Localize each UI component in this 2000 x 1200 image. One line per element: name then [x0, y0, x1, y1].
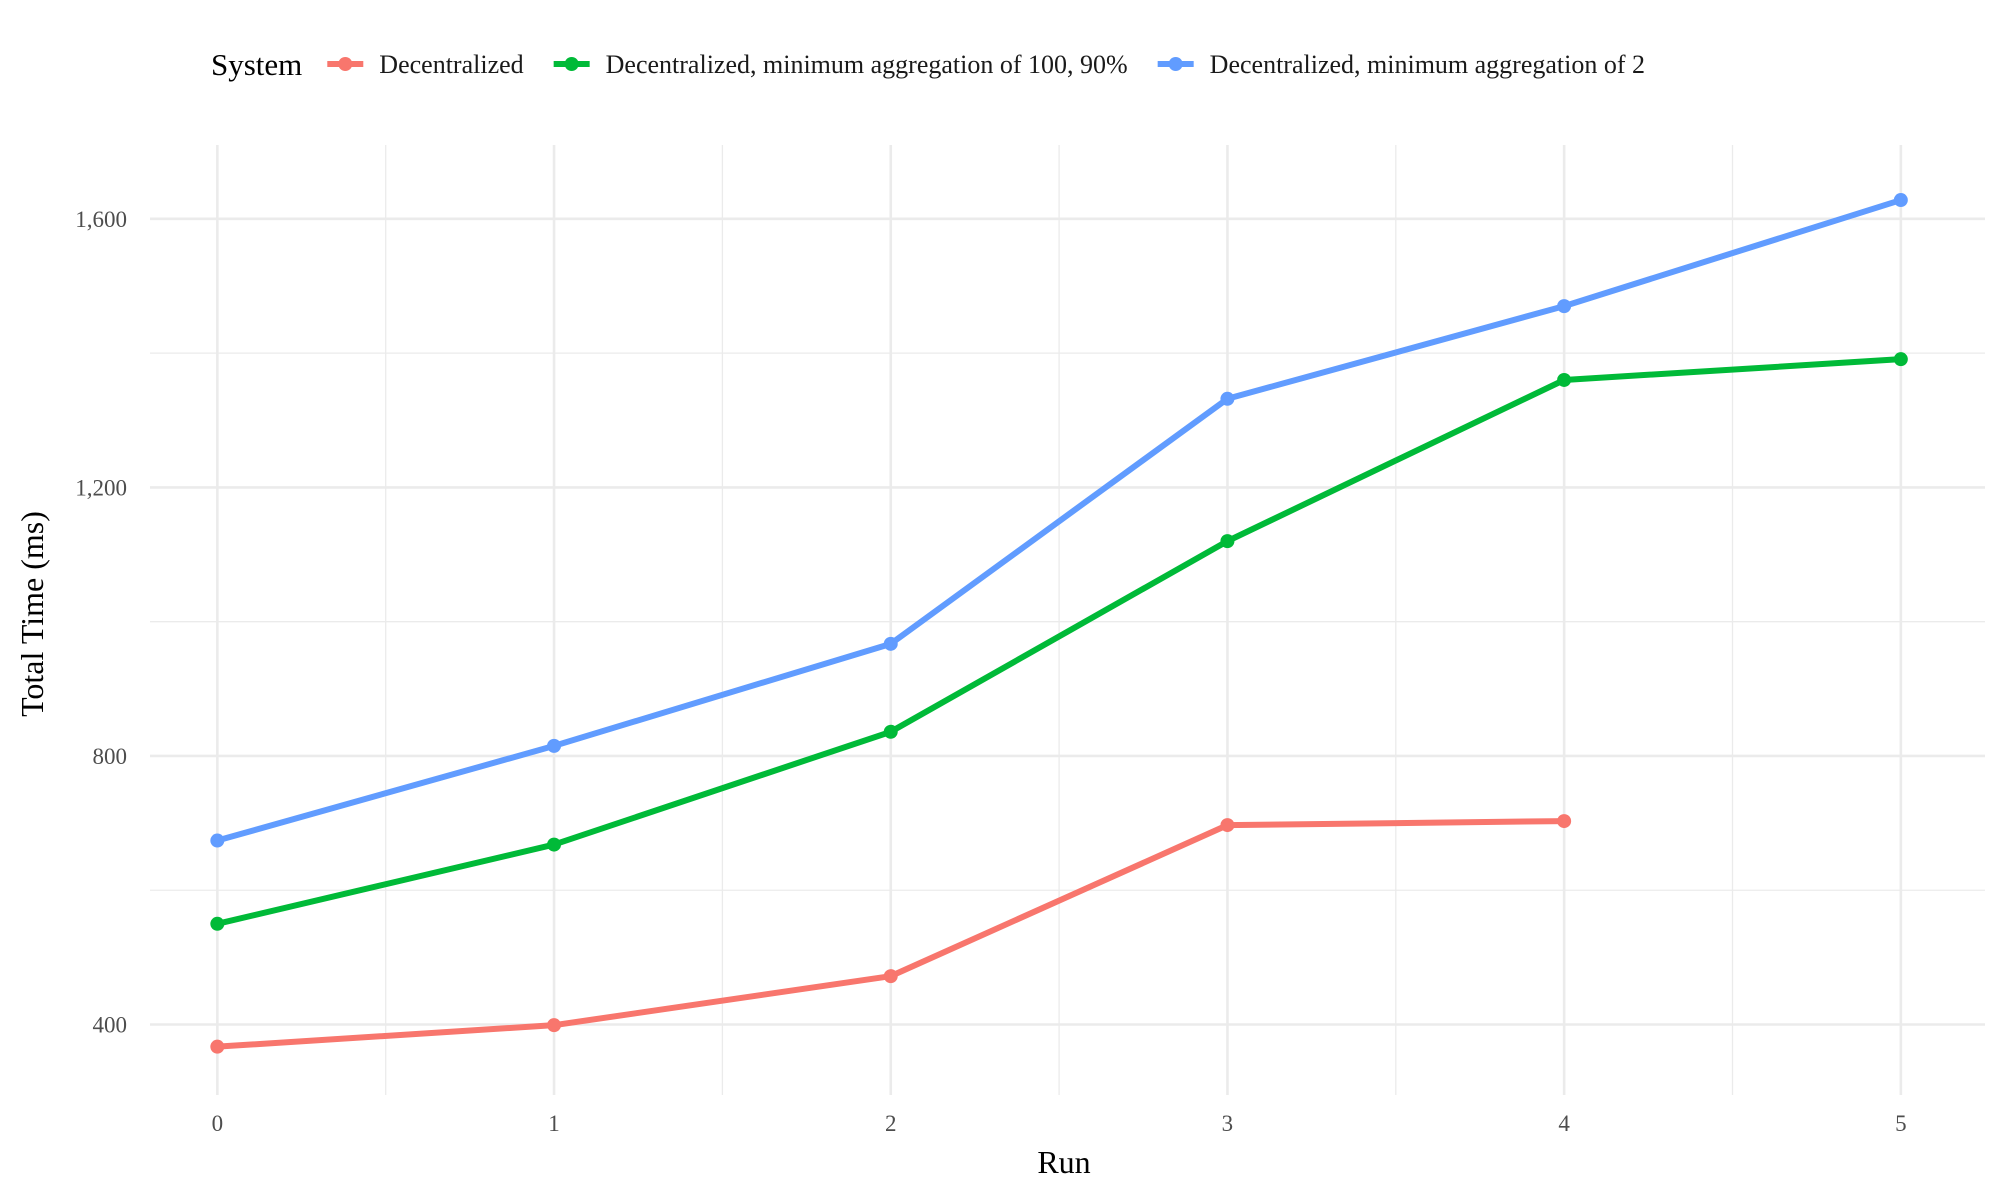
- legend-label: Decentralized, minimum aggregation of 2: [1210, 50, 1645, 79]
- series-line: [216, 356, 1902, 927]
- legend-label: Decentralized, minimum aggregation of 10…: [606, 50, 1128, 79]
- data-point: [210, 1039, 225, 1054]
- legend-label: Decentralized: [379, 50, 523, 79]
- data-point: [547, 738, 562, 753]
- data-point: [547, 837, 562, 852]
- data-point: [883, 636, 898, 651]
- axes: Run Total Time (ms) 0 1 2 3 4 5 400 800 1,200 1,6…: [14, 207, 1907, 1180]
- legend-key-point: [1168, 57, 1183, 71]
- data-point: [883, 969, 898, 984]
- legend-key-point: [338, 57, 353, 71]
- data-point: [210, 916, 225, 931]
- legend: System Decentralized Decentralized, minim…: [211, 47, 1645, 82]
- x-tick-label: 4: [1558, 1111, 1570, 1136]
- data-point: [1557, 372, 1572, 387]
- x-tick-label: 0: [212, 1111, 224, 1136]
- data-point: [1557, 814, 1572, 829]
- data-point: [1893, 352, 1908, 367]
- data-point: [1220, 818, 1235, 833]
- x-tick-label: 1: [548, 1111, 560, 1136]
- plot-grid: [150, 145, 1985, 1095]
- legend-key-point: [564, 57, 579, 71]
- data-point: [1220, 534, 1235, 549]
- y-tick-label: 1,200: [75, 475, 127, 500]
- x-tick-label: 2: [885, 1111, 897, 1136]
- series-layer: [210, 193, 1908, 1054]
- data-point: [1557, 299, 1572, 314]
- x-tick-label: 3: [1222, 1111, 1234, 1136]
- y-axis-title: Total Time (ms): [14, 511, 50, 717]
- data-point: [210, 833, 225, 848]
- data-point: [547, 1018, 562, 1033]
- y-tick-label: 800: [93, 744, 128, 769]
- legend-title: System: [211, 47, 302, 82]
- y-tick-label: 1,600: [75, 207, 127, 232]
- x-tick-label: 5: [1895, 1111, 1907, 1136]
- data-point: [883, 724, 898, 739]
- data-point: [1893, 193, 1908, 208]
- data-point: [1220, 391, 1235, 406]
- y-tick-label: 400: [93, 1013, 128, 1038]
- x-axis-title: Run: [1037, 1144, 1090, 1180]
- series-line: [216, 197, 1902, 844]
